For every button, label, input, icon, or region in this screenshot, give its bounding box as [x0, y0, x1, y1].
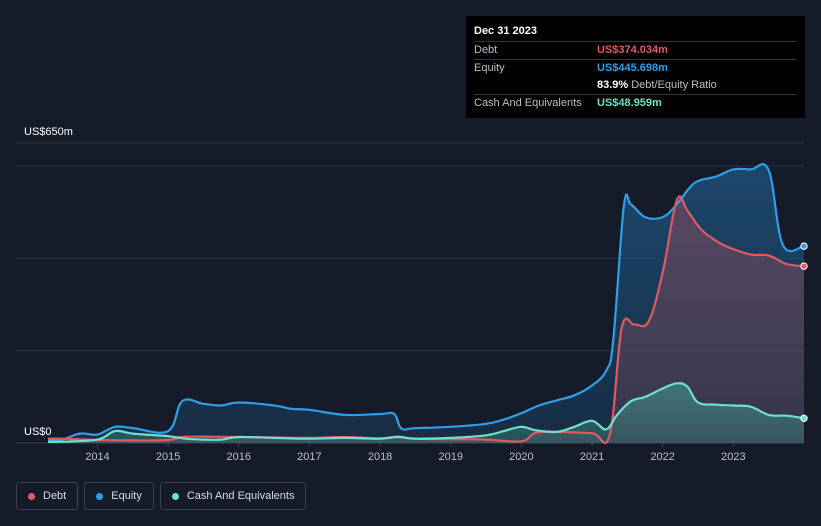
cash-dot-icon [171, 492, 179, 500]
legend-item-equity[interactable]: Equity [84, 482, 154, 510]
area-layer [48, 164, 804, 444]
tooltip-debt-label: Debt [474, 44, 498, 56]
tooltip-row-ratio: 83.9% Debt/Equity Ratio [474, 77, 797, 94]
x-tick-label: 2021 [580, 451, 604, 463]
tick-layer: 2014 2015 2016 2017 2018 2019 2020 2021 2022 2023 [85, 443, 746, 463]
tooltip-row-debt: Debt US$374.034m [474, 41, 797, 59]
x-tick-label: 2020 [509, 451, 533, 463]
cash-area [48, 383, 804, 443]
y-axis-min-label: US$0 [24, 426, 52, 438]
tooltip-cash-value: US$48.959m [597, 97, 662, 109]
legend-equity-label: Equity [111, 490, 142, 502]
tooltip-equity-label: Equity [474, 62, 505, 74]
x-tick-label: 2019 [438, 451, 462, 463]
equity-dot-icon [96, 492, 104, 500]
x-tick-label: 2016 [227, 451, 251, 463]
tooltip-row-cash: Cash And Equivalents US$48.959m [474, 94, 797, 112]
tooltip-ratio-label: Debt/Equity Ratio [631, 79, 717, 91]
legend-item-debt[interactable]: Debt [16, 482, 79, 510]
tooltip-panel: Dec 31 2023 Debt US$374.034m Equity US$4… [466, 16, 805, 118]
cash-end-marker [800, 414, 808, 422]
x-tick-label: 2022 [650, 451, 674, 463]
cash-line [47, 382, 805, 443]
tooltip-cash-label: Cash And Equivalents [474, 97, 582, 109]
y-axis-max-label: US$650m [24, 126, 73, 138]
debt-end-marker [800, 262, 808, 270]
tooltip-ratio-value: 83.9% [597, 79, 629, 91]
tooltip-equity-value: US$445.698m [597, 62, 668, 74]
debt-line [47, 195, 805, 444]
x-tick-label: 2017 [297, 451, 321, 463]
x-tick-label: 2023 [721, 451, 745, 463]
equity-area [48, 164, 804, 444]
chart-legend: Debt Equity Cash And Equivalents [16, 482, 307, 510]
x-tick-label: 2018 [368, 451, 392, 463]
x-tick-label: 2015 [156, 451, 180, 463]
legend-item-cash[interactable]: Cash And Equivalents [159, 482, 307, 510]
tooltip-row-equity: Equity US$445.698m [474, 59, 797, 77]
debt-dot-icon [28, 492, 35, 500]
tooltip-debt-value: US$374.034m [597, 44, 668, 56]
legend-cash-label: Cash And Equivalents [186, 490, 295, 502]
x-tick-label: 2014 [85, 451, 109, 463]
marker-layer [800, 242, 808, 422]
legend-debt-label: Debt [43, 490, 67, 502]
tooltip-date: Dec 31 2023 [474, 25, 537, 37]
line-layer [47, 163, 805, 444]
equity-end-marker [800, 242, 808, 250]
